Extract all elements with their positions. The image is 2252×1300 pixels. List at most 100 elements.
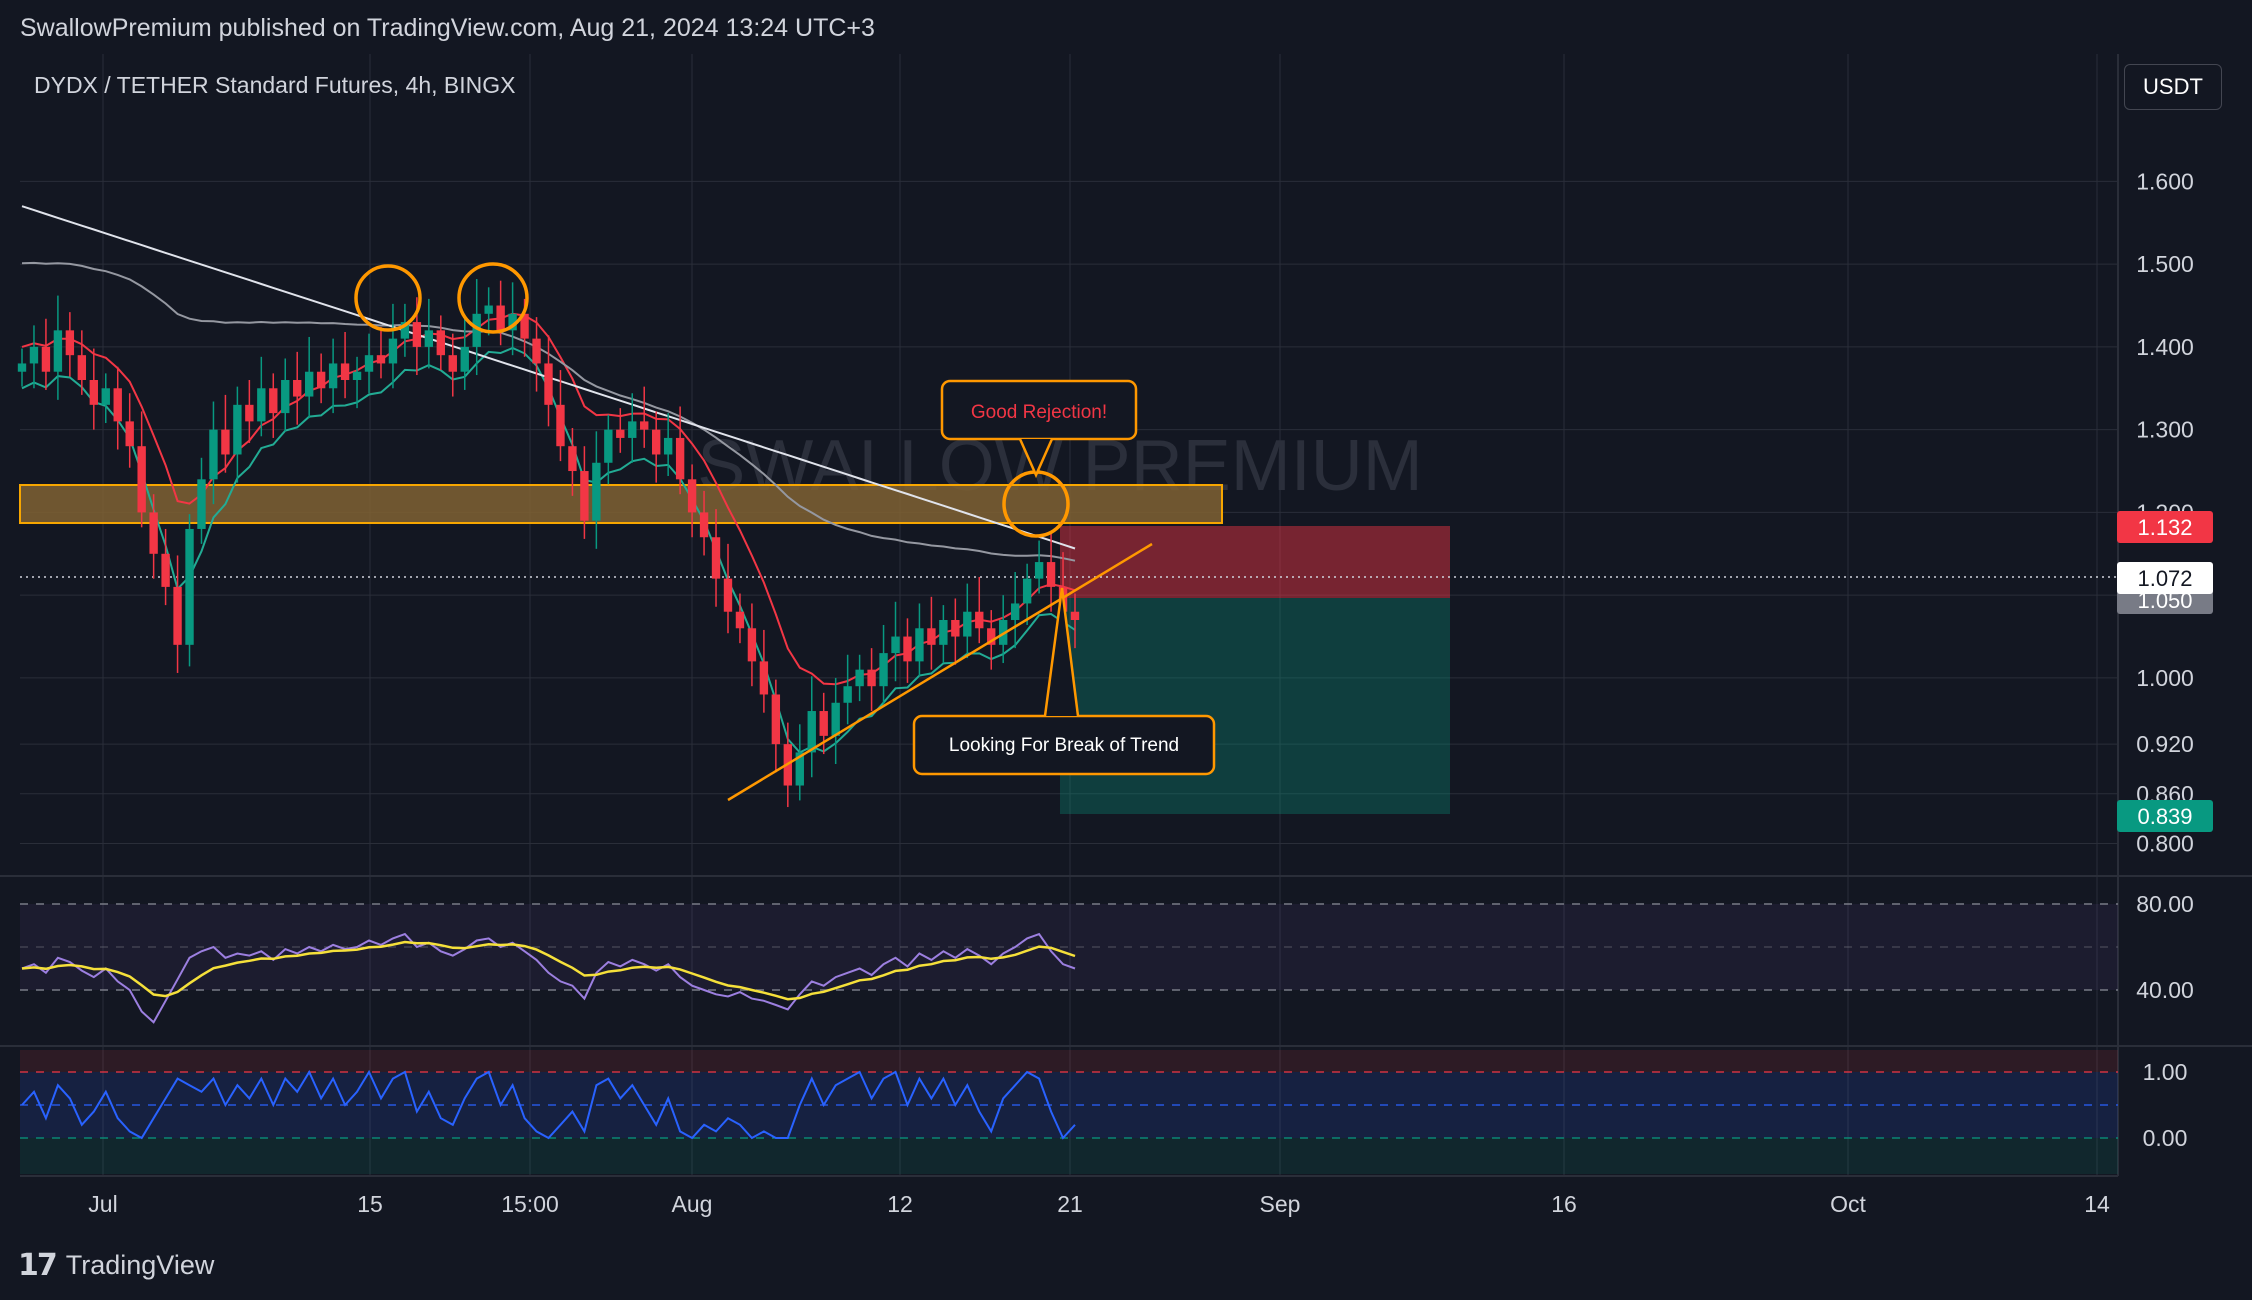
time-tick-5: 21 <box>1057 1191 1083 1217</box>
candle-body-60 <box>735 611 745 629</box>
callout-good-rejection[interactable]: Good Rejection! <box>940 379 1138 479</box>
candle-body-88 <box>1070 611 1080 620</box>
candle-body-34 <box>424 330 434 347</box>
candle-body-73 <box>891 636 900 654</box>
time-tick-8: Oct <box>1830 1191 1866 1217</box>
candle-body-46 <box>568 446 577 472</box>
price-tag-stop: 1.132 <box>2117 511 2213 543</box>
candle-body-35 <box>436 330 445 356</box>
candle-body-56 <box>687 479 697 513</box>
candle-body-3 <box>53 330 63 372</box>
indicator-tick-3: 0.00 <box>2143 1125 2188 1151</box>
indicator-tick-0: 80.00 <box>2136 891 2194 917</box>
publisher-text: SwallowPremium published on TradingView.… <box>20 14 875 42</box>
candle-body-31 <box>388 338 398 364</box>
resistance-zone[interactable] <box>19 484 1223 524</box>
candle-body-51 <box>628 421 637 438</box>
candle-body-13 <box>173 586 182 645</box>
tradingview-brand-text: TradingView <box>65 1250 215 1280</box>
candle-body-67 <box>819 711 828 736</box>
candle-body-48 <box>592 462 601 521</box>
candle-body-45 <box>556 404 565 447</box>
candle-body-63 <box>771 694 781 745</box>
publish-header: SwallowPremium published on TradingView.… <box>0 0 2252 54</box>
candle-body-47 <box>580 471 589 521</box>
indicator-tick-2: 1.00 <box>2143 1059 2188 1085</box>
candle-body-84 <box>1022 578 1032 604</box>
candle-body-4 <box>65 330 75 356</box>
candle-body-49 <box>604 429 613 463</box>
candle-body-71 <box>867 669 876 687</box>
stoch-overbought-zone <box>20 1050 2118 1072</box>
time-tick-9: 14 <box>2084 1191 2110 1217</box>
candle-body-12 <box>161 553 170 587</box>
candle-body-22 <box>281 380 290 414</box>
candle-body-39 <box>484 305 493 314</box>
price-tag-target: 0.839 <box>2117 800 2213 832</box>
time-tick-7: 16 <box>1551 1191 1577 1217</box>
candles <box>17 279 1080 808</box>
currency-button[interactable]: USDT <box>2124 64 2222 110</box>
candle-body-28 <box>352 371 362 380</box>
rsi-ma-line <box>21 940 1076 1001</box>
candle-body-55 <box>675 437 685 480</box>
callout-break-of-trend[interactable]: Looking For Break of Trend <box>912 587 1216 776</box>
rejection-circle-1[interactable] <box>354 264 422 332</box>
candle-body-5 <box>77 355 87 380</box>
candle-body-44 <box>544 363 553 405</box>
take-profit-box[interactable] <box>1060 598 1450 814</box>
stoch-oversold-zone <box>20 1138 2118 1174</box>
candle-body-27 <box>340 363 350 380</box>
candle-body-18 <box>233 404 242 455</box>
candle-body-40 <box>496 305 505 331</box>
callout-good-rejection-text: Good Rejection! <box>971 402 1107 423</box>
candle-body-2 <box>41 346 51 372</box>
candle-body-15 <box>197 479 206 529</box>
price-tick-2: 1.400 <box>2136 334 2194 360</box>
stop-loss-box[interactable] <box>1060 526 1450 598</box>
candle-body-33 <box>412 322 422 347</box>
candle-body-6 <box>89 380 98 405</box>
rejection-circle-2[interactable] <box>457 262 529 334</box>
candle-body-9 <box>125 421 134 447</box>
price-tick-1: 1.500 <box>2136 251 2194 277</box>
candle-body-72 <box>879 653 888 687</box>
candle-body-43 <box>532 338 541 364</box>
price-tag-current: 1.072 <box>2117 562 2213 594</box>
candle-body-19 <box>245 404 254 422</box>
candle-body-11 <box>149 512 158 554</box>
indicator-tick-1: 40.00 <box>2136 977 2194 1003</box>
time-axis-ticks: Jul 15 15:00 Aug 12 21 Sep 16 Oct 14 <box>88 1191 2110 1217</box>
candle-body-50 <box>616 429 625 438</box>
candle-body-0 <box>17 363 27 372</box>
candle-body-53 <box>652 429 661 455</box>
candle-body-78 <box>951 620 960 637</box>
symbol-title[interactable]: DYDX / TETHER Standard Futures, 4h, BING… <box>34 72 516 98</box>
candle-body-32 <box>400 322 410 339</box>
candle-body-21 <box>269 388 278 414</box>
candle-body-30 <box>376 355 386 364</box>
candle-body-81 <box>987 628 996 645</box>
ascending-trendline[interactable] <box>727 542 1153 802</box>
candle-body-10 <box>137 446 146 513</box>
price-tick-7: 0.920 <box>2136 731 2194 757</box>
price-tick-0: 1.600 <box>2136 168 2194 194</box>
candle-body-75 <box>915 628 924 662</box>
candle-body-42 <box>520 313 529 339</box>
tradingview-logo-icon: 17 <box>18 1248 58 1283</box>
candle-body-61 <box>747 628 757 662</box>
candle-body-25 <box>316 371 326 389</box>
candle-body-86 <box>1046 562 1056 587</box>
candle-body-68 <box>831 702 840 736</box>
price-tick-9: 0.800 <box>2136 830 2194 856</box>
time-tick-6: Sep <box>1260 1191 1301 1217</box>
candle-body-29 <box>364 355 374 372</box>
price-tick-6: 1.000 <box>2136 665 2194 691</box>
candle-body-66 <box>807 711 816 753</box>
tradingview-logo[interactable]: 17 TradingView <box>18 1248 214 1283</box>
candle-body-52 <box>640 421 649 430</box>
candle-body-14 <box>185 528 194 645</box>
candle-body-80 <box>975 611 984 629</box>
